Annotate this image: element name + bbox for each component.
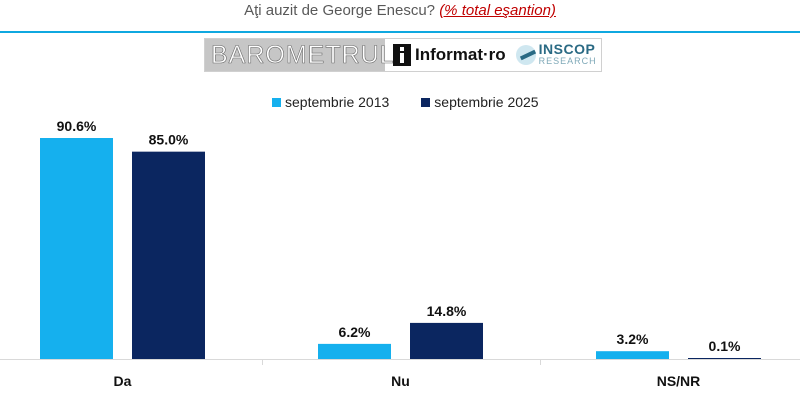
data-label: 6.2% bbox=[339, 324, 371, 340]
legend-item-2025: septembrie 2025 bbox=[421, 94, 539, 110]
legend-label-2025: septembrie 2025 bbox=[434, 94, 539, 110]
title-question: Aţi auzit de George Enescu? bbox=[244, 2, 436, 19]
informat-logo: Informat·ro bbox=[393, 39, 506, 71]
inscop-logo: INSCOP RESEARCH bbox=[515, 41, 597, 67]
category-label: NS/NR bbox=[657, 373, 701, 389]
chart-title: Aţi auzit de George Enescu? (% total eşa… bbox=[0, 1, 800, 21]
inscop-logo-icon bbox=[515, 45, 536, 65]
data-label: 14.8% bbox=[427, 303, 467, 319]
bar-nsnr-1 bbox=[688, 358, 761, 359]
bar-da-1 bbox=[132, 151, 205, 359]
legend-item-2013: septembrie 2013 bbox=[272, 94, 389, 110]
legend-label-2013: septembrie 2013 bbox=[285, 94, 390, 110]
title-subtitle: (% total eşantion) bbox=[439, 2, 556, 19]
data-label: 90.6% bbox=[57, 118, 97, 134]
informat-text: Informat·ro bbox=[415, 45, 506, 64]
inscop-name: INSCOP bbox=[538, 41, 596, 57]
category-label: Nu bbox=[391, 373, 410, 389]
category-label: Da bbox=[114, 373, 132, 389]
barometer-banner: BAROMETRUL Informat·ro INSCOP RESEARCH bbox=[204, 38, 602, 72]
data-label: 0.1% bbox=[709, 338, 741, 354]
barometer-label: BAROMETRUL bbox=[205, 39, 394, 71]
data-label: 85.0% bbox=[149, 132, 189, 148]
bar-nu-1 bbox=[410, 322, 483, 359]
informat-logo-icon bbox=[393, 44, 411, 66]
bar-nu-0 bbox=[318, 343, 391, 359]
data-label: 3.2% bbox=[617, 331, 649, 347]
inscop-sub: RESEARCH bbox=[538, 56, 597, 66]
header-rule bbox=[0, 31, 800, 33]
legend-swatch-2013 bbox=[272, 97, 281, 107]
bar-nsnr-0 bbox=[596, 351, 669, 359]
bar-da-0 bbox=[40, 138, 113, 359]
legend-swatch-2025 bbox=[421, 97, 431, 107]
chart-legend: septembrie 2013 septembrie 2025 bbox=[272, 94, 571, 110]
